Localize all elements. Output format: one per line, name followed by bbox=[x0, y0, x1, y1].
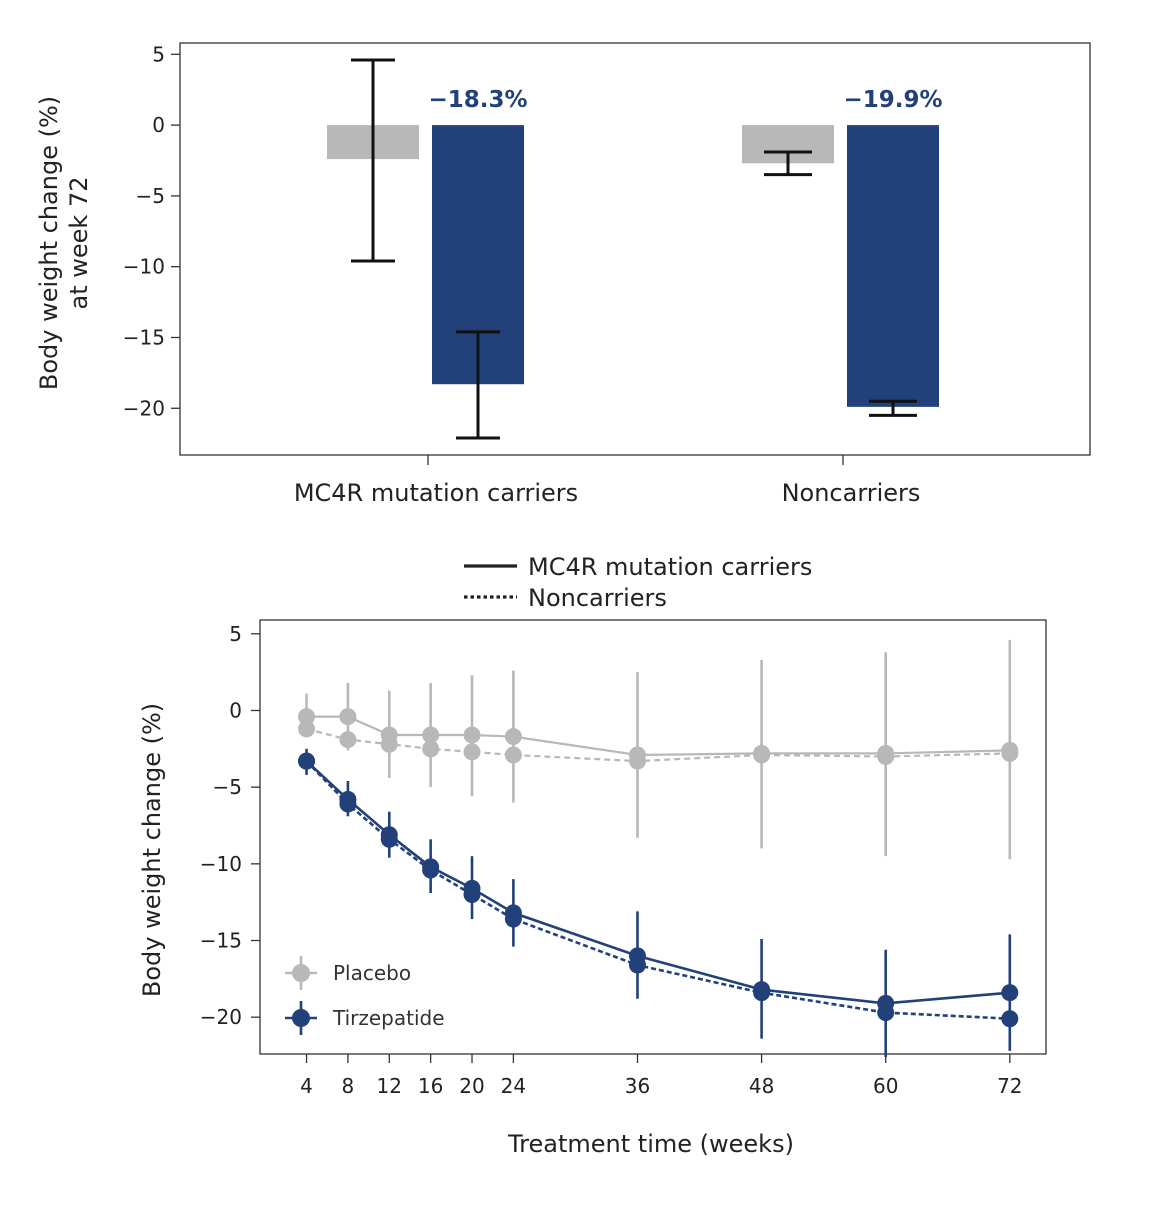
bar-plot-frame bbox=[179, 42, 1091, 456]
placebo-point bbox=[753, 744, 771, 762]
placebo-point bbox=[628, 746, 646, 764]
line-style-legend-label: Noncarriers bbox=[528, 584, 667, 612]
placebo-point bbox=[877, 744, 895, 762]
placebo-point bbox=[504, 728, 522, 746]
bar-y-tick-label: −20 bbox=[123, 396, 165, 420]
treatment-legend: Placebo Tirzepatide bbox=[285, 956, 445, 1035]
line-x-tick-label: 4 bbox=[300, 1074, 313, 1098]
placebo-noncarriers-line bbox=[306, 727, 1010, 763]
placebo-point bbox=[298, 708, 316, 726]
bar-y-tick-label: −5 bbox=[136, 184, 165, 208]
line-plot-frame bbox=[259, 619, 1047, 1055]
bar-y-axis-label: Body weight change (%)at week 72 bbox=[35, 96, 93, 390]
line-y-tick-label: −15 bbox=[200, 929, 242, 953]
bar-y-axis-label-line1: Body weight change (%) bbox=[35, 96, 63, 390]
tirzepatide-point bbox=[1001, 984, 1019, 1002]
bar-y-tick-label: −15 bbox=[123, 325, 165, 349]
placebo-point bbox=[463, 743, 481, 761]
tirzepatide-point bbox=[463, 879, 481, 897]
tirzepatide-point bbox=[422, 858, 440, 876]
placebo-carriers-line bbox=[306, 715, 1010, 757]
line-x-tick-label: 60 bbox=[873, 1074, 898, 1098]
tirzepatide-point bbox=[1001, 1010, 1019, 1028]
line-x-tick-label: 12 bbox=[377, 1074, 402, 1098]
line-style-legend-label: MC4R mutation carriers bbox=[528, 553, 812, 581]
bar-y-tick-label: 0 bbox=[152, 113, 165, 137]
bar-chart: 5 0 −5 −10 −15 −20 Body weight change (%)at we… bbox=[35, 42, 1091, 507]
line-y-tick-label: −10 bbox=[200, 852, 242, 876]
tirzepatide-bar bbox=[847, 125, 939, 407]
bar-category-label: MC4R mutation carriers bbox=[294, 479, 578, 507]
line-x-tick-label: 36 bbox=[625, 1074, 650, 1098]
tirzepatide-point bbox=[380, 826, 398, 844]
placebo-point bbox=[504, 746, 522, 764]
line-y-tick-label: 5 bbox=[229, 622, 242, 646]
tirzepatide-carriers-line bbox=[305, 760, 1010, 1005]
treatment-legend-marker bbox=[292, 1009, 310, 1027]
bar-value-label: −18.3% bbox=[428, 87, 527, 113]
tirzepatide-point bbox=[504, 904, 522, 922]
line-x-tick-label: 24 bbox=[501, 1074, 526, 1098]
treatment-legend-marker bbox=[292, 964, 310, 982]
placebo-point bbox=[1001, 741, 1019, 759]
line-y-tick-label: −5 bbox=[213, 775, 242, 799]
placebo-point bbox=[339, 731, 357, 749]
placebo-point bbox=[380, 726, 398, 744]
line-y-axis-label: Body weight change (%) bbox=[138, 703, 166, 997]
bar-category-label: Noncarriers bbox=[782, 479, 921, 507]
line-x-tick-label: 72 bbox=[997, 1074, 1022, 1098]
line-x-tick-label: 8 bbox=[342, 1074, 355, 1098]
treatment-legend-label: Tirzepatide bbox=[332, 1006, 445, 1030]
tirzepatide-noncarriers-line bbox=[305, 760, 1010, 1020]
line-x-tick-label: 16 bbox=[418, 1074, 443, 1098]
line-x-tick-label: 20 bbox=[459, 1074, 484, 1098]
placebo-point bbox=[422, 740, 440, 758]
tirzepatide-point bbox=[877, 994, 895, 1012]
bar-y-axis-label-line2: at week 72 bbox=[65, 177, 93, 310]
placebo-point bbox=[298, 720, 316, 738]
placebo-point bbox=[463, 726, 481, 744]
line-style-legend: MC4R mutation carriers Noncarriers bbox=[464, 553, 812, 612]
treatment-legend-label: Placebo bbox=[333, 961, 411, 985]
placebo-point bbox=[339, 708, 357, 726]
bar-value-label: −19.9% bbox=[843, 87, 942, 113]
tirzepatide-point bbox=[298, 752, 316, 770]
line-y-tick-label: 0 bbox=[229, 698, 242, 722]
line-x-axis-label: Treatment time (weeks) bbox=[507, 1130, 794, 1158]
line-chart: 50−5−10−15−204 8 12 16 20 24 36 48 60 72Treatment… bbox=[138, 553, 1047, 1158]
line-y-tick-label: −20 bbox=[200, 1005, 242, 1029]
bar-y-tick-label: −10 bbox=[123, 255, 165, 279]
tirzepatide-point bbox=[628, 947, 646, 965]
placebo-point bbox=[422, 726, 440, 744]
tirzepatide-point bbox=[753, 981, 771, 999]
tirzepatide-point bbox=[339, 790, 357, 808]
bar-y-tick-label: 5 bbox=[152, 42, 165, 66]
line-x-tick-label: 48 bbox=[749, 1074, 774, 1098]
